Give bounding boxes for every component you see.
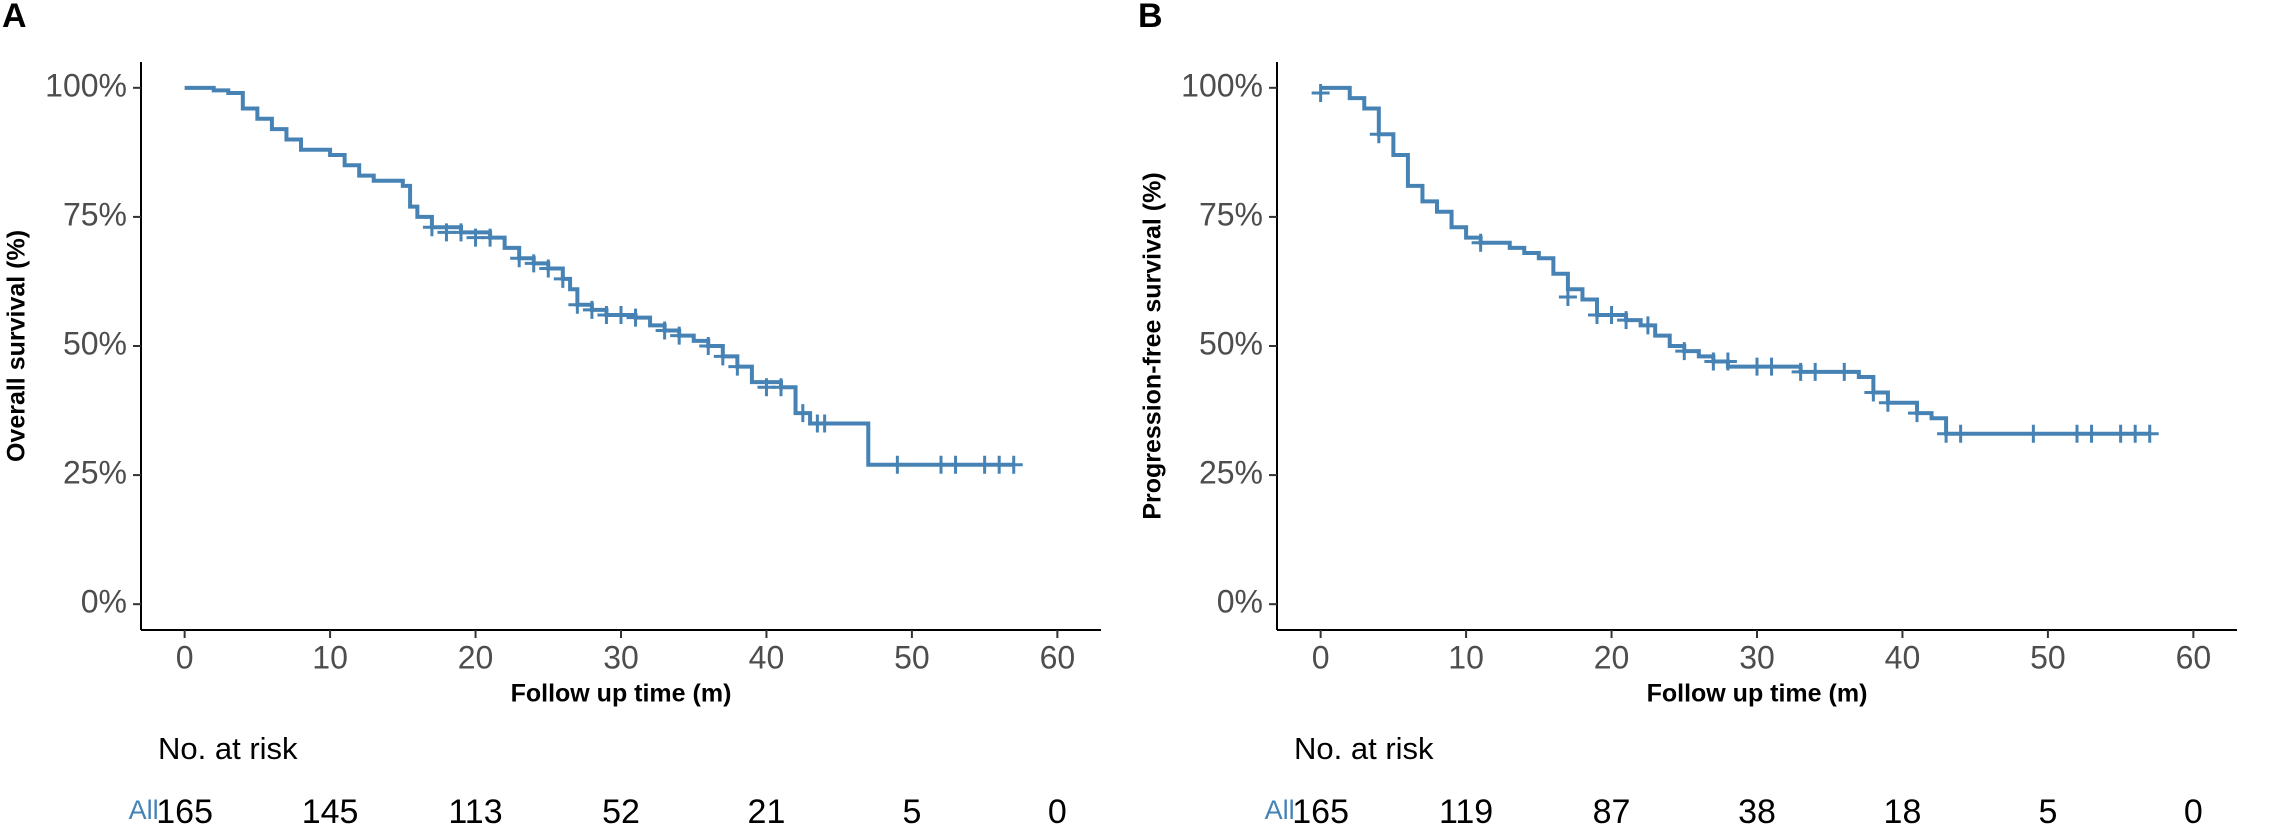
x-tick-label: 10 bbox=[1448, 639, 1484, 675]
censor-mark bbox=[1908, 404, 1926, 423]
censor-mark bbox=[888, 455, 907, 474]
censor-mark bbox=[1558, 287, 1577, 306]
censor-mark bbox=[510, 249, 529, 268]
censor-mark bbox=[553, 269, 572, 288]
x-tick-label: 60 bbox=[2176, 639, 2212, 675]
censor-mark bbox=[1806, 362, 1825, 381]
censor-mark bbox=[1878, 393, 1897, 412]
x-tick-label: 10 bbox=[312, 639, 348, 675]
censor-mark bbox=[1718, 352, 1737, 371]
y-tick-label: 0% bbox=[1217, 584, 1263, 620]
y-tick-label: 100% bbox=[45, 67, 127, 103]
x-tick-label: 40 bbox=[1885, 639, 1921, 675]
x-tick-label: 0 bbox=[176, 639, 194, 675]
x-tick-label: 60 bbox=[1040, 639, 1076, 675]
survival-curve bbox=[184, 85, 1014, 467]
censor-mark bbox=[452, 223, 470, 242]
risk-count: 38 bbox=[1738, 793, 1776, 830]
censor-mark bbox=[1951, 424, 1970, 443]
censor-mark bbox=[1864, 383, 1883, 402]
y-tick-label: 50% bbox=[1199, 325, 1263, 361]
risk-count: 18 bbox=[1884, 793, 1922, 830]
risk-strata: All bbox=[129, 795, 159, 825]
censor-mark bbox=[481, 228, 500, 247]
x-tick-label: 20 bbox=[1594, 639, 1630, 675]
censor-mark bbox=[1004, 455, 1023, 474]
risk-title: No. at risk bbox=[158, 731, 298, 766]
x-tick-label: 40 bbox=[749, 639, 785, 675]
y-tick-label: 50% bbox=[63, 325, 127, 361]
censor-mark bbox=[422, 218, 441, 237]
censor-mark bbox=[946, 455, 965, 474]
risk-count: 145 bbox=[302, 793, 359, 830]
y-tick-label: 0% bbox=[81, 584, 127, 620]
censor-mark bbox=[772, 378, 790, 397]
censor-mark bbox=[626, 308, 645, 327]
censor-mark bbox=[728, 357, 747, 376]
censor-mark bbox=[699, 337, 718, 355]
censor-mark bbox=[1617, 311, 1636, 330]
censor-mark bbox=[2024, 424, 2043, 443]
y-tick-label: 75% bbox=[1199, 196, 1263, 232]
censor-mark bbox=[655, 321, 674, 340]
risk-count: 21 bbox=[748, 793, 786, 830]
censor-mark bbox=[2082, 424, 2101, 443]
risk-strata: All bbox=[1265, 795, 1295, 825]
y-tick-label: 100% bbox=[1181, 67, 1263, 103]
censor-mark bbox=[1311, 83, 1330, 102]
censor-mark bbox=[1471, 233, 1490, 252]
censor-mark bbox=[815, 414, 834, 433]
panel-label: B bbox=[1138, 0, 1163, 35]
censor-mark bbox=[1369, 125, 1388, 144]
risk-count: 165 bbox=[1292, 793, 1349, 830]
censor-mark bbox=[539, 259, 558, 278]
x-tick-label: 20 bbox=[458, 639, 494, 675]
censor-mark bbox=[2140, 424, 2159, 443]
y-axis-title: Overall survival (%) bbox=[3, 230, 31, 462]
x-tick-label: 0 bbox=[1312, 639, 1330, 675]
censor-mark bbox=[1675, 342, 1694, 361]
risk-count: 52 bbox=[602, 793, 640, 830]
censor-mark bbox=[1602, 306, 1621, 325]
risk-count: 119 bbox=[1439, 793, 1493, 830]
censor-mark bbox=[793, 404, 812, 423]
x-tick-label: 30 bbox=[603, 639, 639, 675]
risk-count: 5 bbox=[2038, 793, 2057, 830]
y-tick-label: 75% bbox=[63, 196, 127, 232]
risk-count: 0 bbox=[1048, 793, 1067, 830]
censor-mark bbox=[612, 306, 630, 325]
y-tick-label: 25% bbox=[63, 455, 127, 491]
censor-mark bbox=[582, 300, 601, 319]
risk-count: 5 bbox=[902, 793, 921, 830]
censor-mark bbox=[713, 347, 732, 366]
survival-curve bbox=[1320, 85, 2150, 436]
x-tick-label: 50 bbox=[894, 639, 930, 675]
risk-count: 87 bbox=[1593, 793, 1631, 830]
y-tick-label: 25% bbox=[1199, 455, 1263, 491]
x-tick-label: 30 bbox=[1739, 639, 1775, 675]
panel-label: A bbox=[2, 0, 27, 35]
censor-mark bbox=[670, 326, 689, 345]
censor-mark bbox=[1835, 362, 1854, 381]
risk-count: 165 bbox=[156, 793, 213, 830]
censor-mark bbox=[524, 254, 543, 273]
censor-mark bbox=[1762, 357, 1781, 376]
risk-count: 0 bbox=[2184, 793, 2203, 830]
x-axis-title: Follow up time (m) bbox=[511, 680, 732, 708]
censor-mark bbox=[1638, 316, 1657, 335]
risk-count: 113 bbox=[448, 793, 502, 830]
risk-title: No. at risk bbox=[1294, 731, 1434, 766]
x-axis-title: Follow up time (m) bbox=[1647, 680, 1868, 708]
y-axis-title: Progression-free survival (%) bbox=[1139, 172, 1167, 519]
censor-mark bbox=[568, 295, 587, 314]
x-tick-label: 50 bbox=[2030, 639, 2066, 675]
